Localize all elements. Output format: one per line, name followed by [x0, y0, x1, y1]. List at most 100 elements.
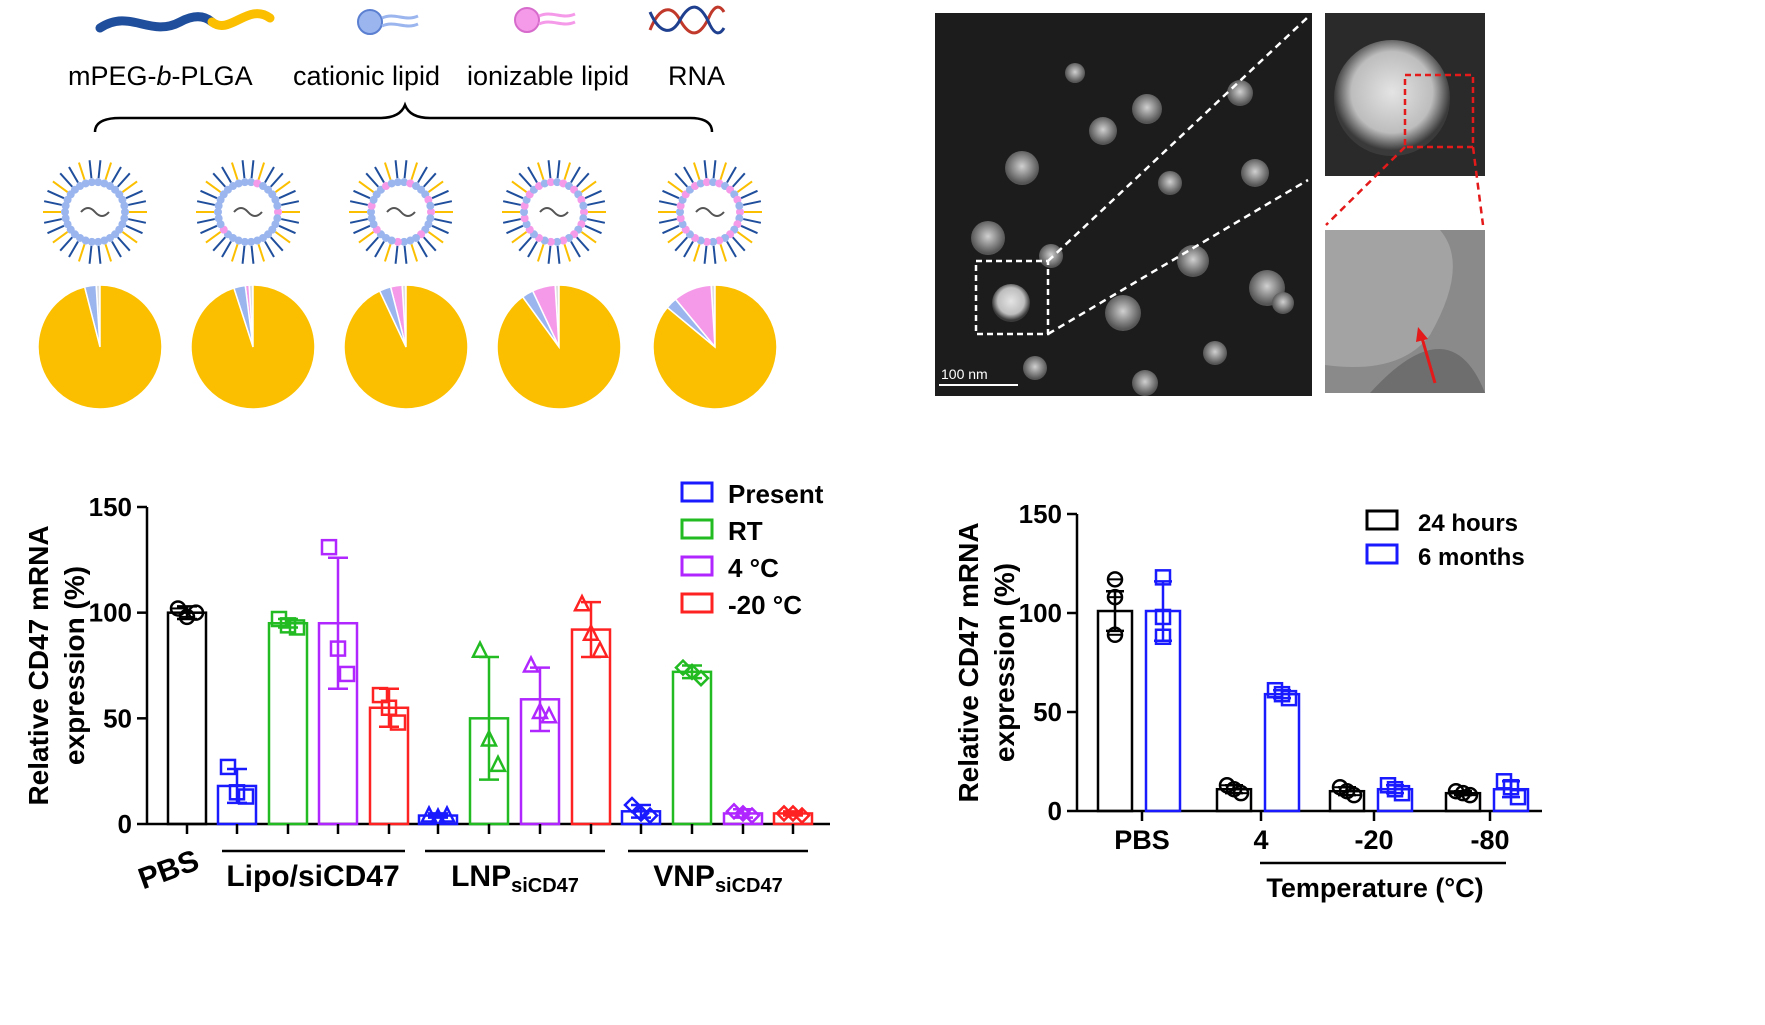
bar: [317, 538, 359, 826]
scale-bar-label: 100 nm: [941, 366, 988, 382]
bar: [1444, 782, 1482, 813]
component-legend: mPEG-b-PLGA cationic lipid ionizable lip…: [68, 5, 726, 133]
data-point: [521, 654, 541, 673]
bar: [368, 686, 410, 826]
data-point: [734, 804, 752, 823]
data-point: [1393, 784, 1411, 802]
zoom-box: [974, 259, 1050, 336]
x-group-label: VNPsiCD47: [628, 849, 808, 897]
nanoparticle-1: [43, 160, 147, 264]
svg-text:Lipo/siCD47: Lipo/siCD47: [226, 860, 399, 893]
ionizable-lipid-icon: [514, 7, 540, 33]
zoom-box-2: [1403, 73, 1475, 149]
legend-item: 4 °C: [680, 553, 779, 583]
data-point: [279, 617, 297, 634]
bar: [1376, 777, 1414, 813]
bar: [671, 658, 713, 826]
pie-slice: [37, 284, 163, 410]
y-tick-label: 50: [1033, 697, 1062, 727]
bar: [620, 796, 662, 826]
label-cationic-lipid: cationic lipid: [293, 61, 440, 91]
data-point: [338, 665, 356, 683]
x-tick-label: -20: [1354, 825, 1393, 855]
arrow: [1420, 337, 1437, 384]
data-point: [572, 593, 592, 612]
legend-item: 24 hours: [1365, 509, 1518, 537]
data-point: [380, 699, 398, 717]
y-tick-label: 100: [1019, 598, 1062, 628]
y-tick-label: 0: [1048, 796, 1062, 826]
y-tick-label: 50: [103, 703, 132, 733]
data-point: [320, 538, 338, 556]
svg-text:LNPsiCD47: LNPsiCD47: [451, 860, 579, 897]
data-point: [623, 796, 641, 814]
y-tick-label: 150: [89, 492, 132, 522]
pie-slice: [190, 284, 316, 410]
bar: [267, 610, 309, 826]
data-point: [632, 804, 650, 823]
data-point: [470, 639, 490, 658]
polymer-icon: [95, 12, 217, 33]
data-point: [1154, 608, 1172, 626]
data-point: [1509, 788, 1527, 806]
legend-item: Present: [680, 479, 824, 509]
x-tick-label: PBS: [1114, 825, 1170, 855]
bar: [468, 639, 510, 826]
bar: [1096, 571, 1134, 813]
svg-text:RT: RT: [728, 516, 763, 546]
bar: [570, 593, 612, 826]
data-point: [683, 663, 701, 681]
y-axis: 0 50 100 150: [1019, 499, 1079, 826]
pie-5: [652, 284, 778, 410]
legend-item: -20 °C: [680, 590, 802, 620]
data-point: [743, 806, 761, 825]
label-rna: RNA: [668, 61, 725, 91]
x-tick-label: 4: [1253, 825, 1268, 855]
x-group-label: LNPsiCD47: [425, 849, 605, 897]
bar: [1492, 773, 1530, 813]
data-point: [1154, 628, 1172, 646]
pie-slice: [496, 284, 622, 410]
nanoparticle-5: [658, 160, 762, 264]
nanoparticle-2: [196, 160, 300, 264]
x-tick-label: -80: [1470, 825, 1509, 855]
pie-slice: [343, 284, 469, 410]
polymer-plga-icon: [207, 9, 275, 30]
y-axis-label: Relative CD47 mRNA expression (%): [23, 525, 90, 805]
data-point: [219, 758, 237, 776]
bar: [519, 654, 561, 826]
data-point: [1154, 569, 1172, 586]
data-point: [539, 705, 559, 724]
bar: [166, 600, 208, 826]
data-point: [437, 804, 457, 823]
legend-item: 6 months: [1365, 543, 1525, 571]
x-group-label: PBS: [134, 844, 203, 896]
data-point: [793, 806, 811, 825]
pie-1: [37, 284, 163, 410]
data-point: [288, 619, 306, 636]
data-point: [389, 714, 407, 731]
y-tick-label: 100: [89, 598, 132, 628]
x-axis-label: Temperature (°C): [1266, 873, 1483, 903]
bar: [1144, 569, 1182, 813]
bar: [1215, 777, 1253, 813]
data-point: [674, 658, 692, 677]
brace: [93, 101, 714, 133]
svg-text:4 °C: 4 °C: [728, 553, 779, 583]
micrograph-panel: 100 nm: [935, 13, 1485, 396]
data-point: [371, 686, 389, 704]
bar: [417, 804, 459, 826]
data-point: [419, 804, 439, 823]
y-tick-label: 0: [118, 809, 132, 839]
y-tick-label: 150: [1019, 499, 1062, 529]
data-point: [590, 639, 610, 658]
legend-item: RT: [680, 516, 763, 546]
data-point: [228, 784, 246, 801]
bar: [1263, 681, 1301, 813]
nanoparticle-schematics: [37, 160, 778, 410]
label-ionizable-lipid: ionizable lipid: [467, 61, 629, 91]
data-point: [725, 802, 743, 821]
nanoparticle-3: [349, 160, 453, 264]
